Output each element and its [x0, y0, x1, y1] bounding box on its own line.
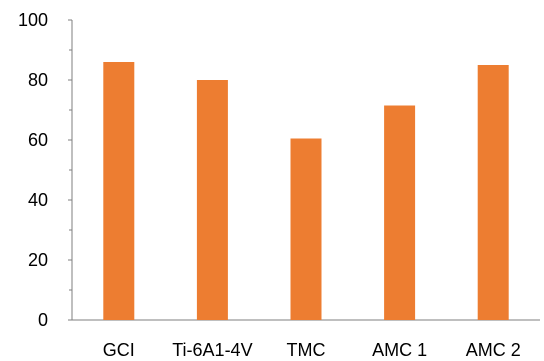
bar-gci	[103, 62, 135, 320]
x-tick-label: AMC 2	[466, 340, 521, 360]
bar-amc-2	[477, 65, 509, 320]
x-tick-label: AMC 1	[372, 340, 427, 360]
bar-tmc	[290, 138, 322, 320]
x-tick-label: TMC	[287, 340, 326, 360]
bar-ti-6a1-4v	[196, 80, 228, 320]
y-axis	[68, 19, 73, 321]
bars	[103, 62, 509, 320]
y-tick-label: 20	[28, 250, 48, 270]
y-axis-tick-labels: 0 20 40 60 80 100	[18, 10, 48, 330]
bar-amc-1	[384, 105, 416, 320]
x-tick-label: GCI	[103, 340, 135, 360]
y-tick-label: 100	[18, 10, 48, 30]
x-axis-tick-labels: GCI Ti-6A1-4V TMC AMC 1 AMC 2	[103, 340, 521, 360]
y-tick-label: 60	[28, 130, 48, 150]
y-tick-label: 40	[28, 190, 48, 210]
y-tick-label: 80	[28, 70, 48, 90]
x-tick-label: Ti-6A1-4V	[172, 340, 252, 360]
y-tick-label: 0	[38, 310, 48, 330]
